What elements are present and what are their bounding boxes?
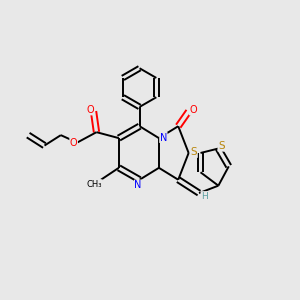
Text: O: O [189, 105, 197, 115]
Text: O: O [70, 138, 77, 148]
Text: O: O [86, 105, 94, 115]
Text: N: N [160, 133, 167, 142]
Text: S: S [191, 147, 197, 158]
Text: S: S [218, 141, 225, 151]
Text: N: N [134, 180, 142, 190]
Text: H: H [201, 192, 208, 201]
Text: CH₃: CH₃ [87, 180, 102, 189]
